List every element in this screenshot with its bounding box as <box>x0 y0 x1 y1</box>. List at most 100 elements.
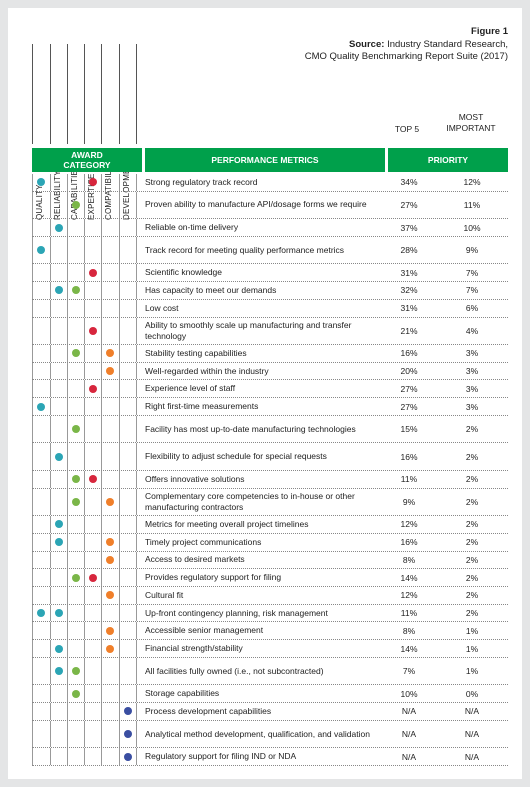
top5-value: 9% <box>402 496 416 507</box>
figure-label: Figure 1 <box>471 26 508 37</box>
top5-header: TOP 5 <box>394 124 420 134</box>
top5-value: 34% <box>400 177 418 188</box>
header-divider <box>67 44 68 144</box>
category-dot-quality <box>36 246 45 255</box>
table-row: Scientific knowledge 31% 7% <box>32 264 508 283</box>
table-row: Metrics for meeting overall project time… <box>32 516 508 534</box>
most-important-value: 9% <box>465 245 479 256</box>
category-dot-reliability <box>54 609 63 618</box>
category-dot-compatibility <box>105 591 114 600</box>
category-dot-development <box>123 707 132 716</box>
category-dot-compatibility <box>105 538 114 547</box>
category-label-capabilities: CAPABILITIES <box>70 164 79 220</box>
metric-label: All facilities fully owned (i.e., not su… <box>145 665 324 676</box>
figure-card: Figure 1 Source: Industry Standard Resea… <box>8 8 522 779</box>
top5-value: 8% <box>402 554 416 565</box>
category-dot-reliability <box>54 667 63 676</box>
table-row: Stability testing capabilities 16% 3% <box>32 345 508 363</box>
category-dot-compatibility <box>105 644 114 653</box>
table-row: Track record for meeting quality perform… <box>32 236 508 265</box>
header-divider <box>101 44 102 144</box>
top5-value: 31% <box>400 303 418 314</box>
category-dot-capabilities <box>71 667 80 676</box>
table-row: Experience level of staff 27% 3% <box>32 380 508 399</box>
most-important-value: 3% <box>465 366 479 377</box>
top5-value: 11% <box>400 474 418 485</box>
category-label-expertise: EXPERTISE <box>87 173 96 220</box>
most-important-header: MOST IMPORTANT <box>446 112 496 133</box>
table-row: Right first-time measurements 27% 3% <box>32 398 508 416</box>
metric-label: Scientific knowledge <box>145 267 223 278</box>
most-important-value: 0% <box>465 688 479 699</box>
category-dot-capabilities <box>71 497 80 506</box>
category-dot-capabilities <box>71 475 80 484</box>
metric-label: Analytical method development, qualifica… <box>145 728 370 739</box>
category-label-reliability: RELIABILITY <box>53 170 62 220</box>
top5-value: 16% <box>400 451 418 462</box>
category-dot-expertise <box>88 178 97 187</box>
most-important-value: 1% <box>465 643 479 654</box>
most-important-value: 2% <box>465 608 479 619</box>
category-dot-capabilities <box>71 573 80 582</box>
table-row: Low cost 31% 6% <box>32 299 508 318</box>
category-dot-capabilities <box>71 349 80 358</box>
metric-label: Provides regulatory support for filing <box>145 572 282 583</box>
category-dot-capabilities <box>71 689 80 698</box>
category-dot-reliability <box>54 286 63 295</box>
top5-value: N/A <box>401 751 417 762</box>
table-row: Flexibility to adjust schedule for speci… <box>32 443 508 471</box>
metric-label: Process development capabilities <box>145 705 272 716</box>
category-dot-reliability <box>54 538 63 547</box>
metric-label: Strong regulatory track record <box>145 176 258 187</box>
category-dot-reliability <box>54 223 63 232</box>
metric-label: Ability to smoothly scale up manufacturi… <box>145 319 352 341</box>
metric-label: Has capacity to meet our demands <box>145 284 277 295</box>
metric-label: Offers innovative solutions <box>145 473 245 484</box>
most-important-value: 4% <box>465 325 479 336</box>
category-dot-compatibility <box>105 367 114 376</box>
top5-value: N/A <box>401 706 417 717</box>
metric-label: Financial strength/stability <box>145 643 243 653</box>
most-important-value: 2% <box>465 424 479 435</box>
performance-metrics-header: PERFORMANCE METRICS <box>145 148 385 172</box>
table-row: Financial strength/stability 14% 1% <box>32 640 508 658</box>
category-dot-reliability <box>54 520 63 529</box>
table-row: Storage capabilities 10% 0% <box>32 685 508 704</box>
table-row: Complementary core competencies to in-ho… <box>32 488 508 517</box>
top5-value: 16% <box>400 348 418 359</box>
metric-label: Storage capabilities <box>145 688 220 699</box>
most-important-value: N/A <box>464 706 480 717</box>
table-row: Regulatory support for filing IND or NDA… <box>32 748 508 766</box>
table-row: Reliable on-time delivery 37% 10% <box>32 219 508 237</box>
most-important-value: 2% <box>465 572 479 583</box>
source-label: Source: <box>349 38 385 50</box>
category-dot-compatibility <box>105 349 114 358</box>
category-dot-compatibility <box>105 626 114 635</box>
metric-label: Regulatory support for filing IND or NDA <box>145 751 297 762</box>
metric-label: Track record for meeting quality perform… <box>145 244 345 255</box>
table-row: Accessible senior management 8% 1% <box>32 622 508 641</box>
table-row: All facilities fully owned (i.e., not su… <box>32 657 508 686</box>
category-dot-capabilities <box>71 200 80 209</box>
metric-label: Stability testing capabilities <box>145 347 247 358</box>
table-row: Up-front contingency planning, risk mana… <box>32 604 508 623</box>
category-label-development: DEVELOPMENT <box>122 157 131 220</box>
metric-label: Low cost <box>145 302 179 313</box>
top5-value: 27% <box>400 199 418 210</box>
top5-value: 32% <box>400 285 418 296</box>
category-dot-expertise <box>88 573 97 582</box>
table-row: Facility has most up-to-date manufacturi… <box>32 415 508 444</box>
most-important-value: 3% <box>465 401 479 412</box>
table-row: Process development capabilities N/A N/A <box>32 703 508 721</box>
most-important-value: 10% <box>463 222 481 233</box>
table-row: Analytical method development, qualifica… <box>32 720 508 749</box>
category-dot-development <box>123 730 132 739</box>
category-dot-quality <box>36 402 45 411</box>
top5-value: 31% <box>400 267 418 278</box>
table-row: Strong regulatory track record 34% 12% <box>32 174 508 192</box>
category-dot-expertise <box>88 475 97 484</box>
header-divider <box>119 44 120 144</box>
most-important-value: 1% <box>465 625 479 636</box>
metric-label: Proven ability to manufacture API/dosage… <box>145 199 367 210</box>
table-row: Ability to smoothly scale up manufacturi… <box>32 317 508 346</box>
